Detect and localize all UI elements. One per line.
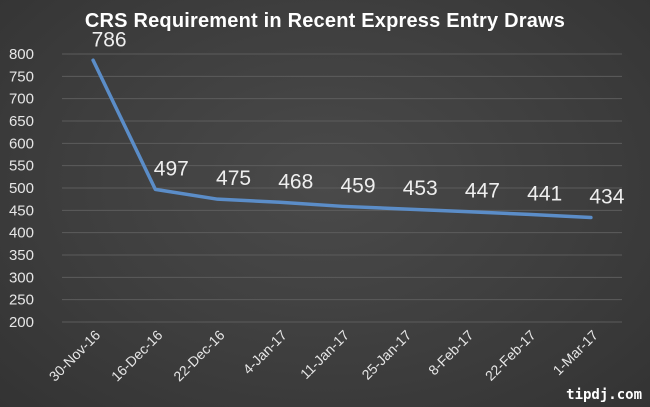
y-tick-label: 200 <box>9 314 34 331</box>
data-label: 475 <box>216 167 251 190</box>
y-tick-label: 400 <box>9 225 34 242</box>
x-tick-label: 25-Jan-17 <box>358 327 414 383</box>
data-label: 434 <box>589 185 624 208</box>
data-label: 459 <box>340 174 375 197</box>
x-tick-label: 22-Feb-17 <box>482 327 539 384</box>
y-tick-label: 650 <box>9 113 34 130</box>
y-tick-label: 800 <box>9 46 34 63</box>
y-tick-label: 550 <box>9 158 34 175</box>
x-tick-label: 1-Mar-17 <box>550 327 602 379</box>
chart-title: CRS Requirement in Recent Express Entry … <box>84 10 566 32</box>
data-label: 786 <box>92 28 127 51</box>
x-tick-label: 22-Dec-16 <box>170 327 228 385</box>
x-tick-label: 30-Nov-16 <box>46 327 104 385</box>
y-tick-label: 250 <box>9 292 34 309</box>
watermark: tipdj.com <box>566 387 642 403</box>
y-tick-label: 750 <box>9 68 34 85</box>
x-tick-label: 16-Dec-16 <box>108 327 166 385</box>
data-label: 441 <box>527 182 562 205</box>
y-tick-label: 500 <box>9 180 34 197</box>
data-label: 497 <box>154 157 189 180</box>
x-tick-label: 8-Feb-17 <box>425 327 477 379</box>
y-tick-label: 350 <box>9 247 34 264</box>
y-tick-label: 450 <box>9 202 34 219</box>
data-label: 447 <box>465 180 500 203</box>
y-tick-label: 300 <box>9 269 34 286</box>
y-tick-label: 700 <box>9 91 34 108</box>
x-tick-label: 4-Jan-17 <box>240 327 291 378</box>
data-label: 453 <box>403 177 438 200</box>
x-tick-label: 11-Jan-17 <box>297 327 352 382</box>
data-label: 468 <box>278 170 313 193</box>
y-tick-label: 600 <box>9 135 34 152</box>
